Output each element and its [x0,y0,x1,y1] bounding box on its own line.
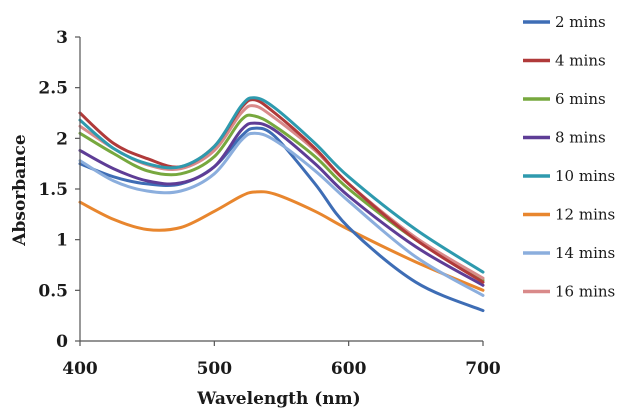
legend: 2 mins 4 mins 6 mins 8 mins 10 mins 12 mins 14… [523,13,615,301]
y-tick-label: 1.5 [38,180,68,200]
legend-label: 14 mins [555,244,615,262]
series-line-14-mins [78,131,485,297]
legend-label: 10 mins [555,167,615,185]
series-line-8-mins [78,121,485,287]
x-tick-label: 700 [465,359,501,379]
legend-entry: 14 mins [523,244,615,262]
y-axis-ticks: 0 0.5 1 1.5 2 2.5 3 [38,28,80,352]
x-tick-label: 600 [331,359,367,379]
series-line-6-mins [78,113,485,282]
x-axis-title: Wavelength (nm) [196,389,360,409]
legend-label: 2 mins [555,13,606,31]
legend-entry: 12 mins [523,206,615,224]
y-tick-label: 1 [56,231,68,251]
series-line-4-mins [78,98,485,284]
legend-entry: 10 mins [523,167,615,185]
y-tick-label: 2.5 [38,79,68,99]
x-axis-ticks: 400 500 600 700 [62,341,501,379]
legend-label: 8 mins [555,129,606,147]
legend-label: 6 mins [555,90,606,108]
legend-label: 12 mins [555,206,615,224]
legend-label: 4 mins [555,52,606,70]
x-tick-label: 500 [197,359,233,379]
y-tick-label: 0.5 [38,281,68,301]
y-axis-title: Absorbance [10,134,30,247]
series-line-10-mins [78,96,485,274]
legend-entry: 2 mins [523,13,606,31]
y-tick-label: 2 [56,129,68,149]
y-tick-label: 0 [56,332,68,352]
series-line-2-mins [78,126,485,313]
plot-series-lines [78,96,485,313]
y-tick-label: 3 [56,28,68,48]
legend-entry: 16 mins [523,283,615,301]
series-line-12-mins [78,190,485,292]
legend-label: 16 mins [555,283,615,301]
legend-entry: 6 mins [523,90,606,108]
legend-entry: 8 mins [523,129,606,147]
x-tick-label: 400 [62,359,98,379]
legend-entry: 4 mins [523,52,606,70]
